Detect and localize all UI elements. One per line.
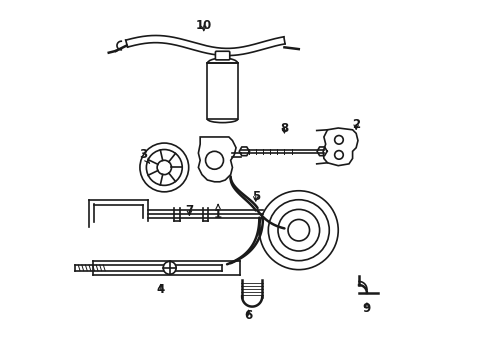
Text: 7: 7 [185, 204, 194, 217]
Text: 4: 4 [157, 283, 165, 296]
Circle shape [335, 135, 343, 144]
Text: 10: 10 [196, 19, 212, 32]
Circle shape [140, 143, 189, 192]
Text: 6: 6 [245, 309, 253, 322]
Polygon shape [198, 137, 236, 182]
Circle shape [147, 149, 182, 185]
Circle shape [163, 261, 176, 274]
Circle shape [335, 150, 343, 159]
FancyBboxPatch shape [207, 63, 238, 119]
Text: 1: 1 [214, 204, 222, 221]
Polygon shape [323, 128, 358, 166]
Text: 9: 9 [363, 302, 371, 315]
Text: 2: 2 [352, 118, 360, 131]
Text: 8: 8 [280, 122, 289, 135]
Text: 5: 5 [252, 190, 260, 203]
Text: 3: 3 [139, 148, 149, 163]
Circle shape [205, 151, 223, 169]
FancyBboxPatch shape [216, 51, 230, 60]
Circle shape [157, 160, 171, 175]
